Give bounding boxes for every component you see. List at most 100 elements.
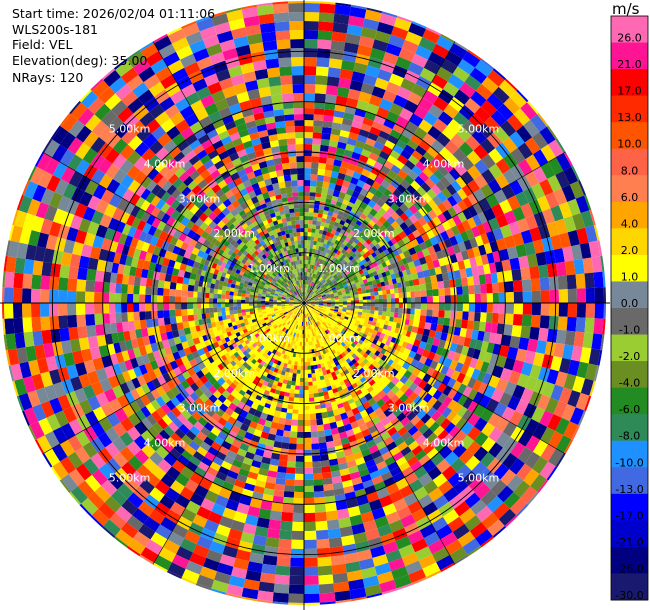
velocity-bin bbox=[334, 184, 343, 192]
velocity-bin bbox=[405, 330, 412, 338]
velocity-bin bbox=[312, 138, 322, 145]
velocity-bin bbox=[218, 466, 230, 476]
velocity-bin bbox=[312, 314, 316, 319]
velocity-bin bbox=[295, 324, 299, 330]
velocity-bin bbox=[230, 389, 239, 398]
velocity-bin bbox=[344, 363, 351, 370]
velocity-bin bbox=[392, 332, 399, 339]
velocity-bin bbox=[189, 358, 198, 368]
velocity-bin bbox=[91, 381, 104, 396]
velocity-bin bbox=[307, 232, 312, 237]
velocity-bin bbox=[146, 414, 158, 426]
velocity-bin bbox=[347, 340, 353, 346]
velocity-bin bbox=[300, 357, 304, 362]
velocity-bin bbox=[389, 129, 402, 140]
velocity-bin bbox=[239, 364, 246, 371]
velocity-bin bbox=[309, 244, 314, 249]
velocity-bin bbox=[316, 285, 321, 290]
velocity-bin bbox=[456, 126, 472, 142]
velocity-bin bbox=[372, 223, 380, 231]
velocity-bin bbox=[285, 303, 290, 305]
velocity-bin bbox=[418, 321, 426, 329]
velocity-bin bbox=[382, 303, 388, 308]
velocity-bin bbox=[167, 562, 186, 578]
velocity-bin bbox=[395, 322, 401, 329]
velocity-bin bbox=[345, 97, 359, 109]
velocity-bin bbox=[185, 500, 201, 515]
velocity-bin bbox=[194, 342, 203, 351]
velocity-bin bbox=[362, 306, 367, 310]
velocity-bin bbox=[304, 449, 313, 456]
velocity-bin bbox=[375, 278, 381, 284]
velocity-bin bbox=[307, 284, 309, 289]
velocity-bin bbox=[338, 257, 344, 263]
velocity-bin bbox=[335, 315, 341, 319]
velocity-bin bbox=[235, 549, 251, 562]
velocity-bin bbox=[378, 445, 390, 456]
velocity-bin bbox=[393, 421, 405, 432]
velocity-bin bbox=[408, 223, 418, 233]
velocity-bin bbox=[245, 334, 252, 340]
velocity-bin bbox=[452, 148, 467, 163]
velocity-bin bbox=[403, 99, 418, 114]
velocity-bin bbox=[386, 346, 393, 353]
velocity-bin bbox=[342, 387, 349, 394]
velocity-bin bbox=[333, 110, 345, 119]
velocity-bin bbox=[323, 374, 329, 380]
velocity-bin bbox=[408, 319, 414, 327]
velocity-bin bbox=[475, 505, 493, 523]
velocity-bin bbox=[407, 61, 424, 76]
velocity-bin bbox=[453, 162, 468, 177]
velocity-bin bbox=[331, 278, 336, 283]
velocity-bin bbox=[322, 322, 326, 327]
velocity-bin bbox=[120, 382, 131, 395]
velocity-bin bbox=[346, 273, 352, 278]
velocity-bin bbox=[306, 304, 310, 308]
velocity-bin bbox=[162, 303, 170, 311]
velocity-bin bbox=[327, 315, 332, 319]
velocity-bin bbox=[385, 398, 395, 408]
velocity-bin bbox=[241, 296, 246, 300]
velocity-bin bbox=[362, 117, 374, 127]
velocity-bin bbox=[467, 217, 477, 229]
velocity-bin bbox=[227, 350, 234, 357]
velocity-bin bbox=[328, 350, 334, 356]
velocity-bin bbox=[367, 320, 373, 325]
velocity-bin bbox=[175, 315, 183, 324]
velocity-bin bbox=[355, 219, 363, 227]
velocity-bin bbox=[495, 158, 511, 174]
velocity-bin bbox=[261, 346, 267, 352]
velocity-bin bbox=[324, 318, 330, 323]
velocity-bin bbox=[151, 287, 158, 296]
velocity-bin bbox=[312, 319, 316, 324]
velocity-bin bbox=[349, 126, 361, 135]
velocity-bin bbox=[325, 293, 330, 296]
velocity-bin bbox=[273, 367, 279, 374]
velocity-bin bbox=[279, 319, 284, 324]
velocity-bin bbox=[457, 383, 468, 395]
velocity-bin bbox=[491, 388, 505, 403]
velocity-bin bbox=[351, 382, 358, 389]
velocity-bin bbox=[358, 91, 372, 104]
velocity-bin bbox=[319, 448, 328, 456]
velocity-bin bbox=[499, 199, 513, 214]
velocity-bin bbox=[376, 253, 383, 260]
velocity-bin bbox=[407, 337, 416, 345]
velocity-bin bbox=[326, 305, 331, 308]
velocity-bin bbox=[165, 399, 176, 411]
velocity-bin bbox=[314, 299, 319, 302]
velocity-bin bbox=[231, 333, 238, 339]
velocity-bin bbox=[275, 321, 280, 326]
velocity-bin bbox=[221, 328, 227, 335]
velocity-bin bbox=[306, 303, 311, 306]
velocity-bin bbox=[116, 372, 126, 385]
velocity-bin bbox=[312, 216, 318, 222]
velocity-bin bbox=[3, 334, 8, 351]
velocity-bin bbox=[346, 303, 352, 306]
velocity-bin bbox=[350, 392, 358, 399]
velocity-bin bbox=[301, 345, 304, 351]
velocity-bin bbox=[343, 423, 353, 432]
velocity-bin bbox=[220, 367, 228, 375]
velocity-bin bbox=[406, 411, 417, 422]
velocity-bin bbox=[487, 178, 502, 194]
